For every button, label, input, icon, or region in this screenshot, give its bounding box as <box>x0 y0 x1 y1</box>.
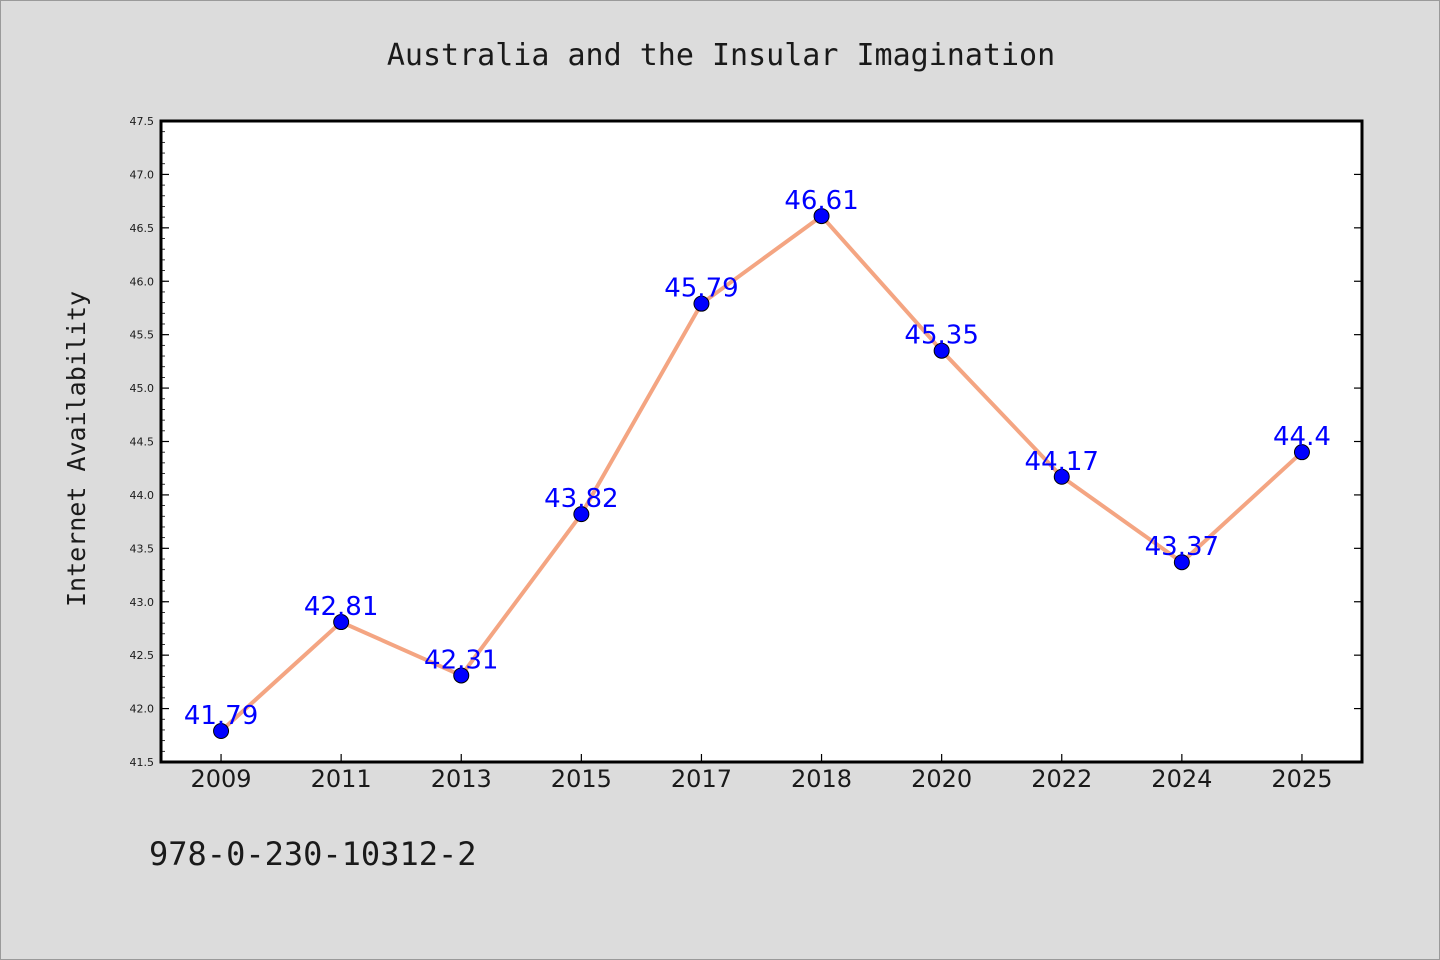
y-tick-label: 44.5 <box>130 436 155 449</box>
x-tick-label: 2013 <box>431 765 492 793</box>
y-tick-label: 43.5 <box>130 542 155 555</box>
data-point-2025 <box>1293 444 1310 461</box>
y-tick-label: 47.5 <box>130 115 155 128</box>
isbn-footer: 978-0-230-10312-2 <box>149 835 477 873</box>
y-axis-ticks: 41.5 42.0 42.5 43.0 43.5 44.0 44.5 45.0 45.5 46.0… <box>130 115 1362 769</box>
data-point-2017 <box>693 295 710 312</box>
plot-frame <box>159 119 1364 764</box>
x-tick-label: 2015 <box>551 765 612 793</box>
x-tick-label: 2009 <box>191 765 252 793</box>
data-markers <box>213 208 1310 740</box>
data-label-2020: 45.35 <box>904 321 978 351</box>
data-label-2013: 42.31 <box>424 645 498 675</box>
x-axis-ticks: 2009 2011 2013 2015 2017 2018 2020 2022 2024 2025 <box>191 754 1332 793</box>
chart-title: Australia and the Insular Imagination <box>387 38 1055 73</box>
x-tick-label: 2018 <box>791 765 852 793</box>
data-label-2011: 42.81 <box>304 592 378 622</box>
data-label-2009: 41.79 <box>184 701 258 731</box>
y-tick-label: 45.5 <box>130 329 155 342</box>
y-tick-label: 45.0 <box>130 382 155 395</box>
y-tick-label: 44.0 <box>130 489 155 502</box>
y-tick-label: 46.5 <box>130 222 155 235</box>
y-tick-label: 42.0 <box>130 703 155 716</box>
x-tick-label: 2017 <box>671 765 732 793</box>
x-tick-label: 2024 <box>1151 765 1212 793</box>
y-tick-label: 42.5 <box>130 649 155 662</box>
data-label-2024: 43.37 <box>1145 532 1219 562</box>
data-labels: 41.79 42.81 42.31 43.82 45.79 46.61 45.35 44.17… <box>184 186 1331 731</box>
y-axis-label: Internet Availability <box>62 291 91 607</box>
y-tick-label: 47.0 <box>130 168 155 181</box>
data-label-2015: 43.82 <box>544 484 618 514</box>
data-point-2009 <box>213 723 230 740</box>
data-point-2018 <box>813 208 830 225</box>
data-point-2022 <box>1053 468 1070 485</box>
y-tick-label: 43.0 <box>130 596 155 609</box>
x-tick-label: 2011 <box>311 765 372 793</box>
series-line <box>219 214 1304 734</box>
data-label-2018: 46.61 <box>784 186 858 216</box>
y-tick-label: 46.0 <box>130 275 155 288</box>
data-label-2017: 45.79 <box>664 274 738 304</box>
data-point-2011 <box>333 614 350 631</box>
x-tick-label: 2025 <box>1271 765 1332 793</box>
y-tick-label: 41.5 <box>130 756 155 769</box>
data-label-2025: 44.4 <box>1273 422 1331 452</box>
data-point-2020 <box>933 342 950 359</box>
data-point-2015 <box>573 506 590 523</box>
data-point-2024 <box>1173 554 1190 571</box>
data-label-2022: 44.17 <box>1025 447 1099 477</box>
x-tick-label: 2022 <box>1031 765 1092 793</box>
data-point-2013 <box>453 667 470 684</box>
plot-area <box>161 121 1362 762</box>
x-tick-label: 2020 <box>911 765 972 793</box>
